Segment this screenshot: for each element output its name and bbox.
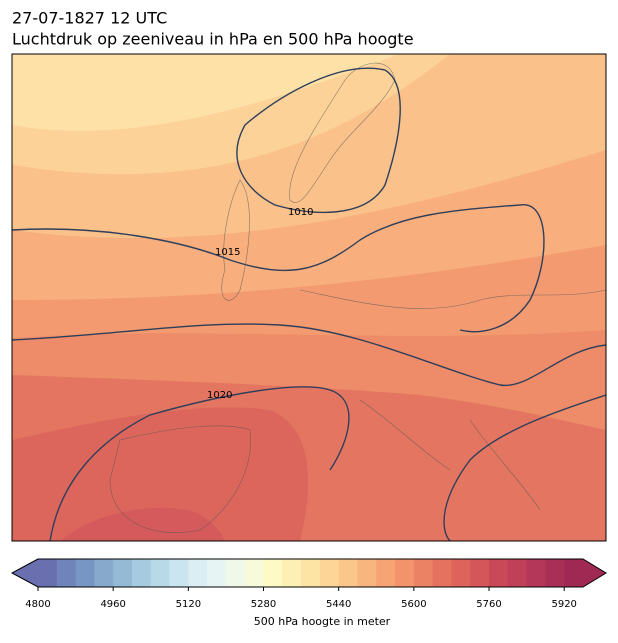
coastline	[289, 62, 396, 203]
colorbar-segment	[75, 559, 95, 587]
band	[60, 507, 225, 541]
colorbar-segment	[564, 559, 584, 587]
coastline	[221, 179, 250, 301]
map: 1010 1015 1020	[12, 54, 606, 541]
colorbar-segment	[188, 559, 208, 587]
colorbar-segment	[113, 559, 133, 587]
colorbar-segment	[131, 559, 152, 587]
colorbar-segment	[507, 559, 528, 587]
map-frame	[11, 53, 607, 542]
band	[12, 407, 309, 541]
colorbar-segment	[263, 559, 283, 587]
colorbar-segment	[376, 559, 396, 587]
isobar-label: 1020	[207, 390, 232, 401]
subtitle: Luchtdruk op zeeniveau in hPa en 500 hPa…	[12, 30, 414, 49]
colorbar-segment	[301, 559, 321, 587]
colorbar-extend	[12, 559, 38, 587]
colorbar-segment	[207, 559, 227, 587]
colorbar-segment	[38, 559, 58, 587]
colorbar-segment	[470, 559, 490, 587]
colorbar-segment	[432, 559, 452, 587]
colorbar-segment	[451, 559, 471, 587]
colorbar-segment	[244, 559, 265, 587]
colorbar-segment	[94, 559, 114, 587]
coastline	[109, 425, 251, 533]
colorbar-tick-label: 4960	[100, 599, 125, 610]
colorbar-segment	[319, 559, 340, 587]
isobar	[49, 386, 350, 541]
colorbar-segment	[526, 559, 546, 587]
colorbar-segment	[413, 559, 434, 587]
colorbar-tick-label: 5440	[326, 599, 351, 610]
colorbar-segment	[357, 559, 377, 587]
colorbar-segment	[225, 559, 246, 587]
colorbar-frame	[10, 558, 607, 588]
isobar-label: 1010	[288, 207, 313, 218]
colorbar: 4800 4960 5120 5280 5440 5600 5760 5920	[10, 558, 607, 610]
coastline	[359, 399, 541, 511]
colorbar-tick-label: 4800	[25, 599, 50, 610]
colorbar-segment	[169, 559, 189, 587]
colorbar-segment	[56, 559, 77, 587]
coastline	[299, 289, 606, 309]
colorbar-tick-label: 5920	[551, 599, 576, 610]
colorbar-tick-label: 5280	[251, 599, 276, 610]
title: 27-07-1827 12 UTC	[12, 9, 167, 28]
colorbar-segment	[150, 559, 171, 587]
colorbar-tick-label: 5120	[176, 599, 201, 610]
colorbar-segment	[545, 559, 565, 587]
colorbar-segment	[282, 559, 302, 587]
colorbar-segment	[338, 559, 358, 587]
colorbar-label: 500 hPa hoogte in meter	[254, 615, 391, 628]
isobar	[443, 394, 606, 541]
isobar-label: 1015	[215, 247, 240, 258]
isobar	[236, 67, 401, 214]
colorbar-tick-label: 5600	[401, 599, 426, 610]
colorbar-extend	[583, 559, 606, 587]
colorbar-segment	[395, 559, 415, 587]
colorbar-tick-label: 5760	[476, 599, 501, 610]
isobar	[12, 323, 606, 387]
colorbar-segment	[489, 559, 509, 587]
isobar	[12, 204, 545, 333]
